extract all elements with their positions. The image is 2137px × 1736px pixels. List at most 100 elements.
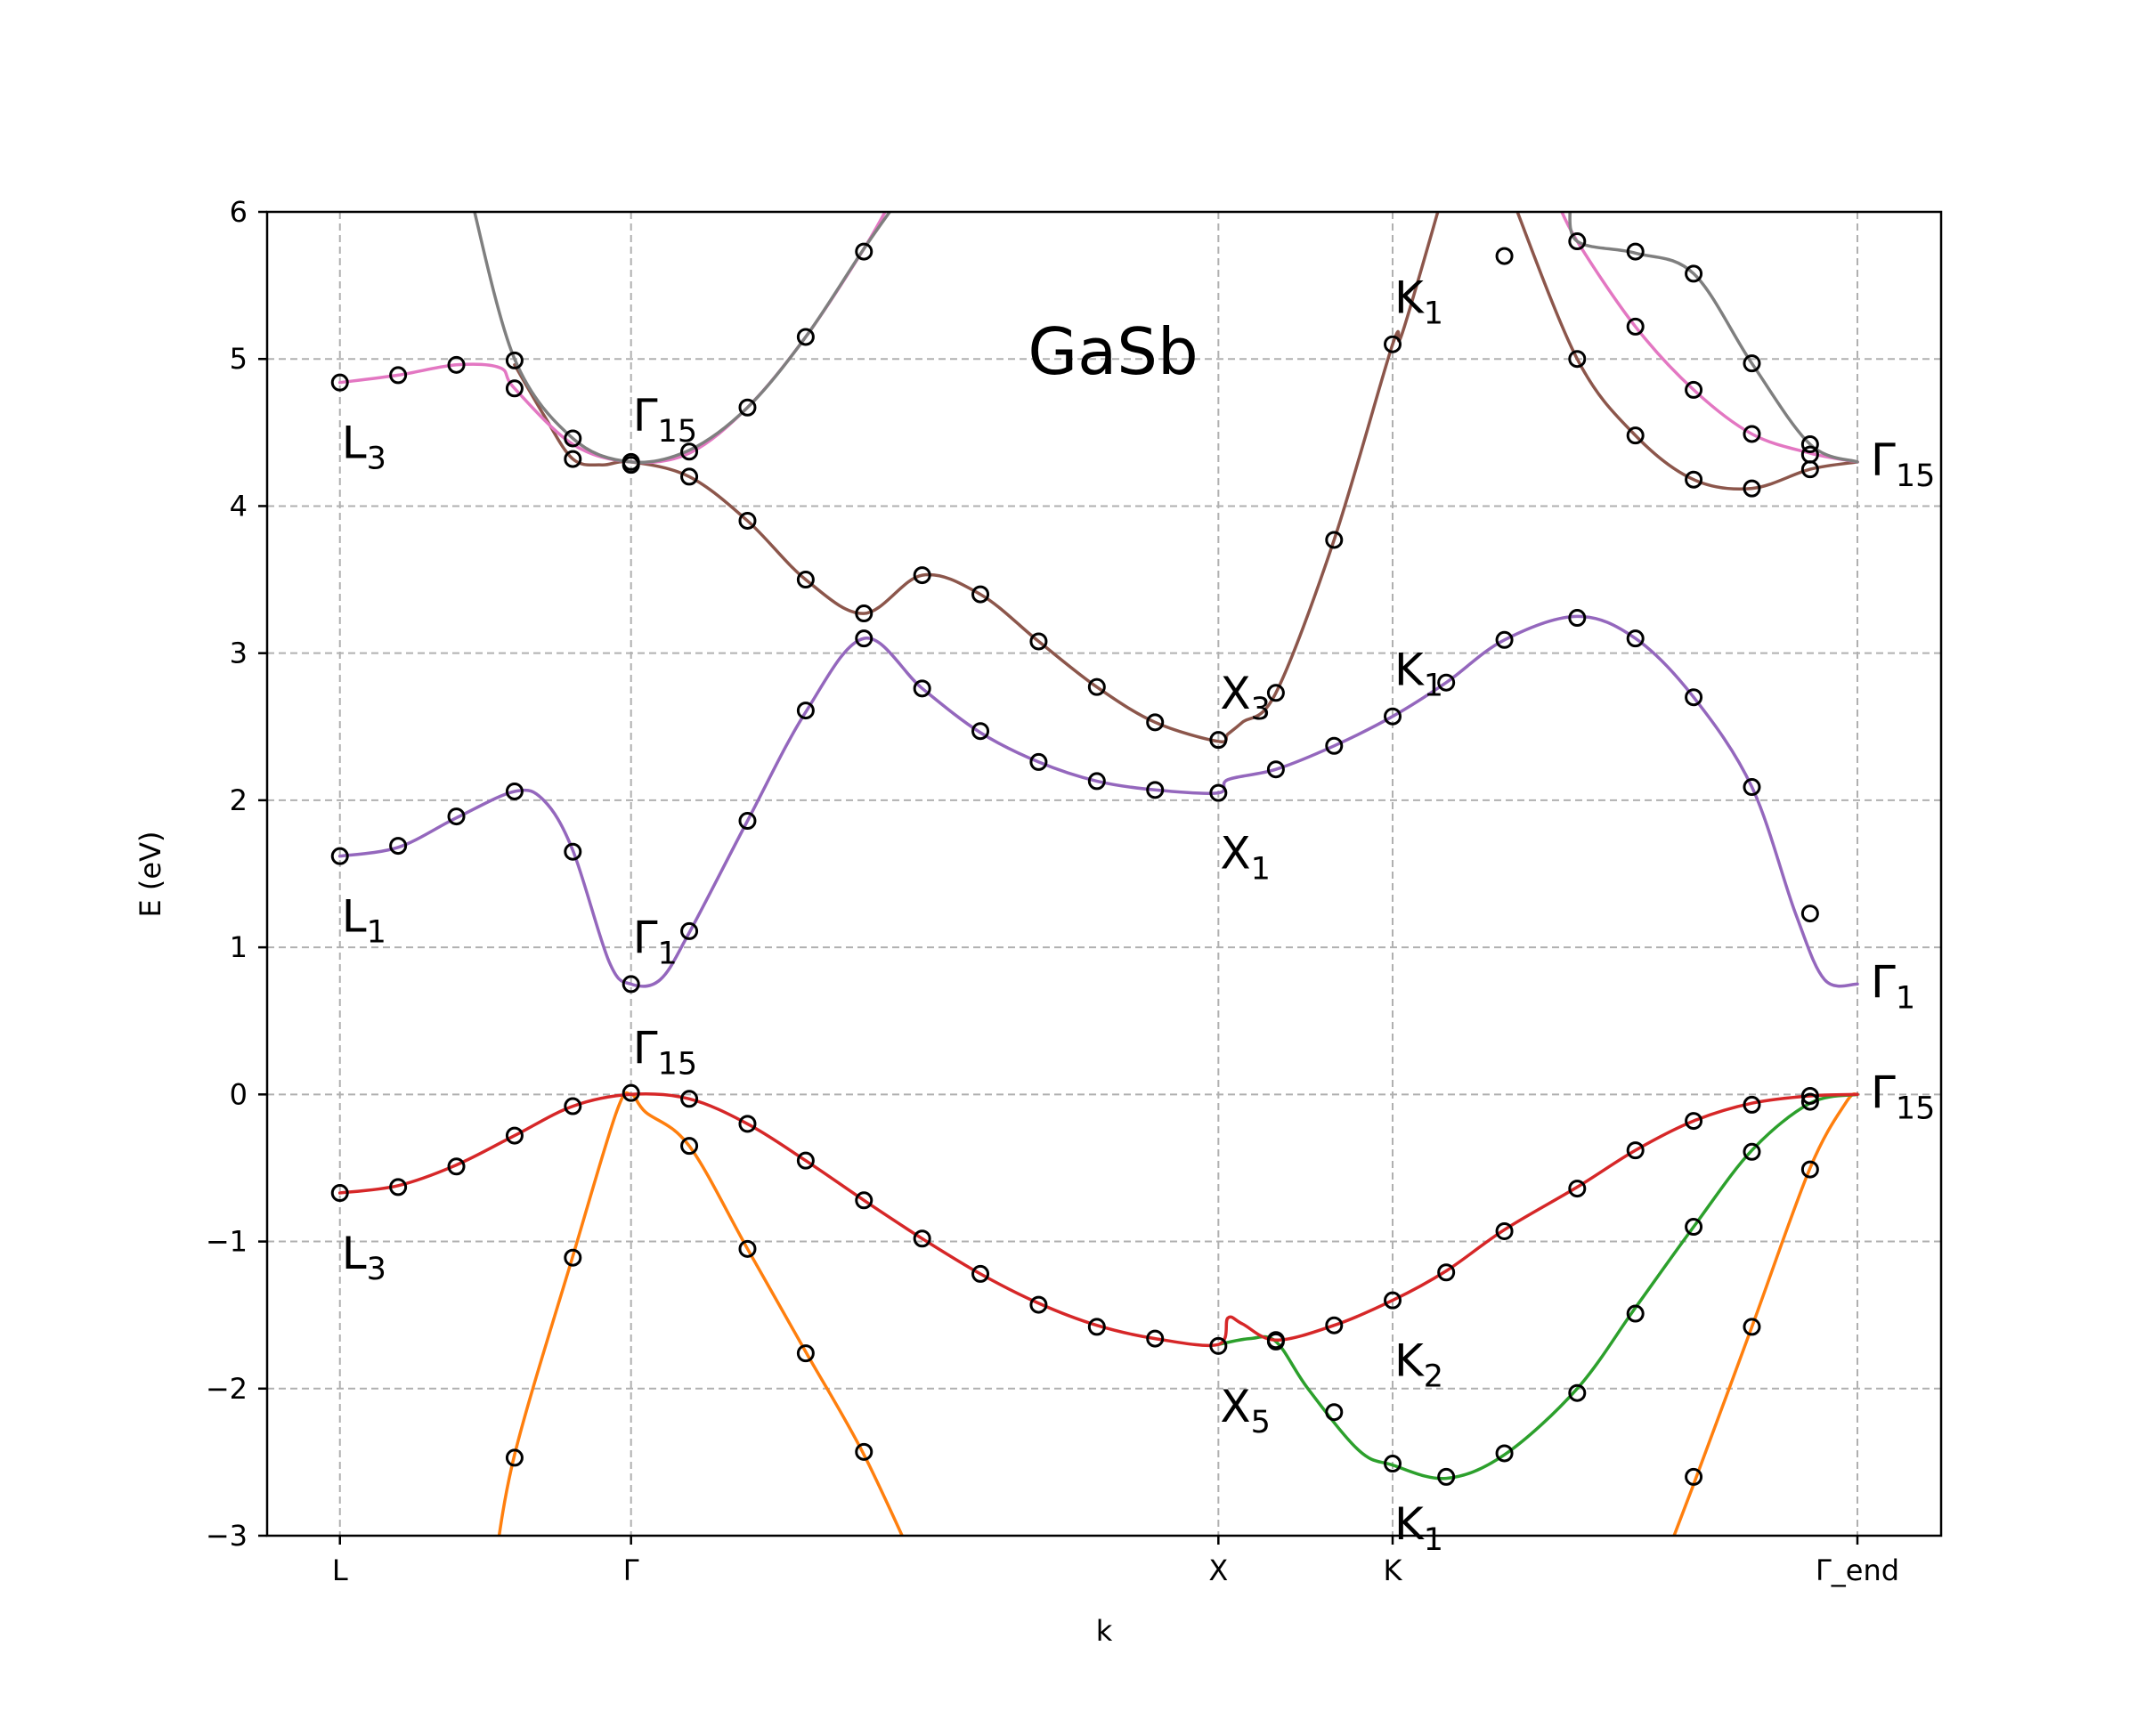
data-point-marker (1495, 1221, 1514, 1240)
data-point-marker (1029, 1295, 1048, 1314)
symmetry-point-label: Γ1 (633, 912, 678, 971)
data-point-marker (913, 566, 931, 585)
symmetry-label-base: Γ (633, 912, 658, 963)
data-point-marker (1626, 426, 1645, 445)
data-point-marker (680, 467, 699, 486)
data-point-marker (1087, 1318, 1106, 1336)
symmetry-label-subscript: 15 (1896, 458, 1936, 494)
symmetry-point-label: K1 (1394, 645, 1443, 704)
data-point-marker (330, 1184, 349, 1203)
data-point-marker (1685, 380, 1703, 399)
data-point-marker (796, 1344, 815, 1363)
data-point-marker (447, 1157, 466, 1176)
symmetry-label-base: K (1394, 272, 1425, 324)
data-point-marker (1029, 752, 1048, 771)
band-line (497, 1091, 905, 1536)
symmetry-label-base: Γ (633, 390, 658, 442)
data-point-marker (1568, 350, 1587, 369)
x-tick-label: K (1384, 1553, 1403, 1587)
symmetry-point-label: K1 (1394, 272, 1443, 332)
data-point-marker (564, 842, 582, 861)
symmetry-label-base: K (1394, 1335, 1425, 1387)
symmetry-point-label: L3 (342, 418, 386, 477)
symmetry-label-base: Γ (1871, 434, 1896, 486)
data-point-marker (1495, 1444, 1514, 1463)
data-point-marker (1266, 760, 1285, 779)
data-point-marker (1325, 1316, 1344, 1334)
symmetry-point-label: Γ1 (1871, 956, 1915, 1016)
data-point-marker (680, 1090, 699, 1108)
data-point-marker (1743, 1142, 1761, 1161)
data-point-marker (1743, 778, 1761, 797)
x-axis-label: k (1096, 1614, 1113, 1648)
symmetry-point-label: X3 (1220, 668, 1271, 727)
symmetry-label-subscript: 15 (658, 414, 698, 450)
data-point-marker (796, 1151, 815, 1170)
data-point-marker (1743, 354, 1761, 373)
symmetry-label-base: L (342, 418, 367, 469)
data-point-marker (855, 604, 873, 623)
data-markers-layer (330, 232, 1819, 1486)
data-point-marker (971, 1264, 990, 1283)
data-point-marker (1266, 684, 1285, 702)
symmetry-label-base: X (1220, 1381, 1250, 1432)
symmetry-label-subscript: 3 (367, 1252, 386, 1287)
data-point-marker (1029, 632, 1048, 651)
symmetry-label-base: K (1394, 1498, 1425, 1550)
band-line (1568, 212, 1859, 464)
data-point-marker (1146, 1329, 1165, 1348)
data-point-marker (1325, 736, 1344, 755)
symmetry-point-label: Γ15 (633, 390, 697, 450)
symmetry-label-base: X (1220, 668, 1250, 719)
data-point-marker (796, 571, 815, 589)
data-point-marker (1087, 772, 1106, 791)
band-line (337, 614, 1859, 988)
data-point-marker (622, 456, 640, 475)
data-point-marker (1568, 609, 1587, 628)
x-tick-label: L (332, 1553, 348, 1587)
symmetry-label-subscript: 1 (1424, 669, 1443, 704)
y-axis-label: E (eV) (134, 831, 167, 918)
x-tick-label: X (1208, 1553, 1228, 1587)
data-point-marker (1800, 460, 1819, 479)
symmetry-label-base: X (1220, 828, 1250, 880)
data-point-marker (1800, 1086, 1819, 1105)
data-point-marker (1209, 731, 1228, 750)
data-point-marker (505, 351, 524, 369)
data-point-marker (330, 847, 349, 865)
data-point-marker (1800, 435, 1819, 454)
data-point-marker (1743, 425, 1761, 443)
data-point-marker (796, 702, 815, 720)
data-point-marker (1685, 688, 1703, 707)
data-point-marker (738, 1239, 757, 1258)
data-point-marker (1626, 242, 1645, 261)
data-point-marker (1685, 1218, 1703, 1237)
data-point-marker (1626, 1304, 1645, 1323)
symmetry-label-subscript: 1 (1424, 296, 1443, 332)
symmetry-label-subscript: 1 (367, 915, 386, 951)
y-tick-label: 2 (230, 783, 248, 817)
data-point-marker (330, 373, 349, 392)
band-line (337, 1092, 1859, 1348)
symmetry-label-subscript: 1 (1251, 852, 1271, 888)
data-point-marker (738, 1115, 757, 1133)
symmetry-label-base: Γ (1871, 1067, 1896, 1118)
symmetry-label-subscript: 3 (1251, 692, 1271, 727)
data-point-marker (1437, 1467, 1456, 1486)
data-point-marker (913, 679, 931, 698)
data-point-marker (1626, 1141, 1645, 1160)
data-point-marker (913, 1229, 931, 1248)
symmetry-label-subscript: 2 (1424, 1359, 1443, 1395)
symmetry-point-label: Γ15 (1871, 434, 1935, 494)
data-point-marker (389, 366, 408, 385)
band-line (473, 212, 892, 465)
data-point-marker (855, 242, 873, 261)
data-point-marker (1743, 479, 1761, 498)
data-point-marker (680, 442, 699, 461)
symmetry-label-subscript: 3 (367, 442, 386, 477)
symmetry-label-subscript: 5 (1251, 1405, 1271, 1440)
data-point-marker (564, 450, 582, 468)
symmetry-label-base: L (342, 1228, 367, 1279)
symmetry-label-base: K (1394, 645, 1425, 696)
